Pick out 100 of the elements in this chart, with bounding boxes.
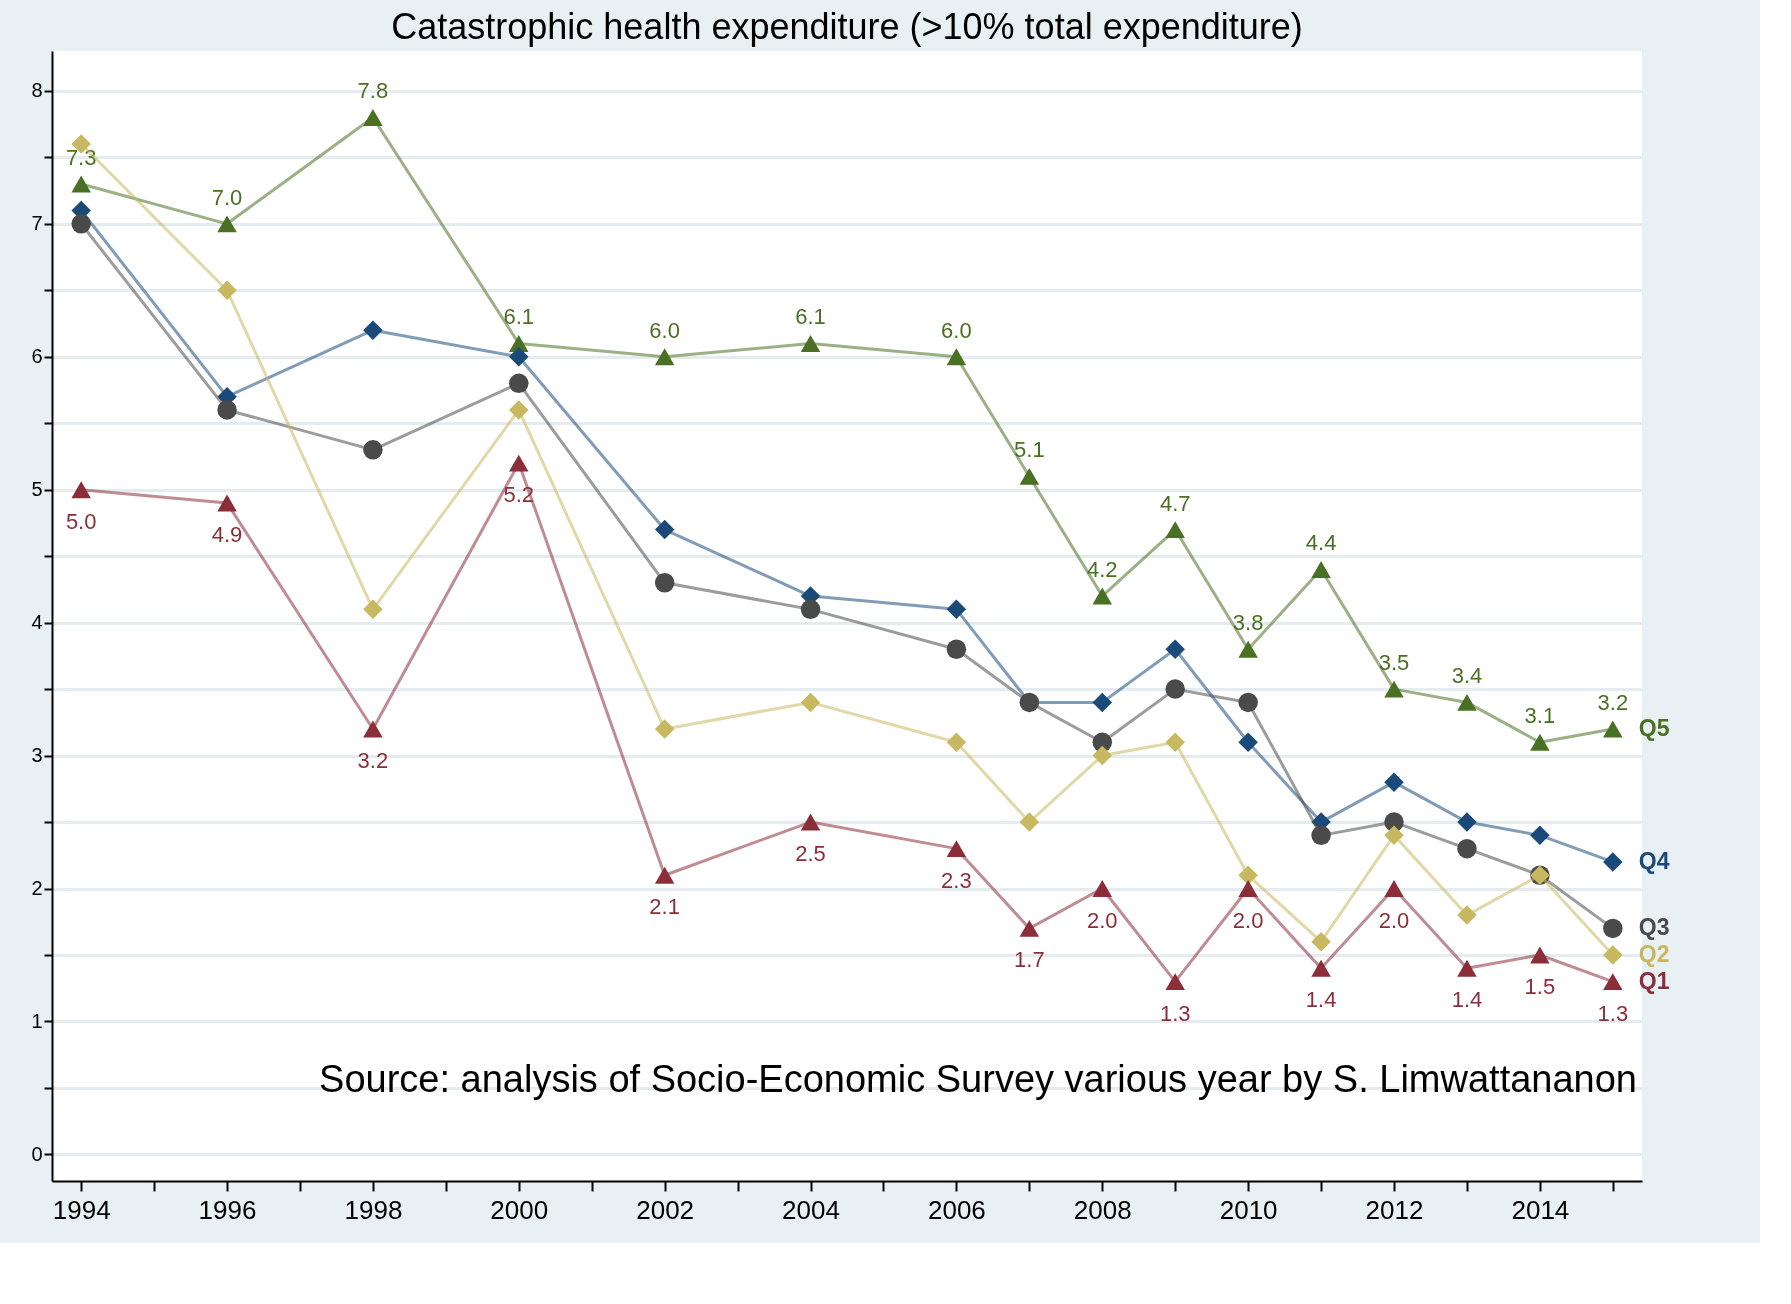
- point: [1530, 825, 1550, 846]
- data-label: 1.7: [1014, 947, 1045, 973]
- point: [1311, 561, 1331, 578]
- data-label: 7.8: [357, 78, 389, 104]
- point: [509, 454, 529, 472]
- point: [71, 175, 91, 193]
- data-label: 3.5: [1378, 650, 1410, 676]
- x-tick-label: 2002: [636, 1194, 695, 1225]
- series-label: Q1: [1638, 967, 1670, 994]
- point: [1603, 973, 1623, 991]
- point: [1530, 733, 1550, 751]
- series-label: Q4: [1638, 847, 1670, 874]
- point: [1457, 905, 1477, 925]
- x-tick-label: 1994: [52, 1194, 111, 1225]
- point: [1530, 946, 1550, 964]
- point: [1603, 945, 1623, 965]
- point: [654, 719, 675, 739]
- data-label: 6.0: [649, 317, 680, 343]
- point: [1092, 880, 1113, 897]
- data-label: 7.3: [65, 144, 97, 170]
- point: [1311, 959, 1331, 977]
- point: [363, 320, 383, 340]
- data-label: 2.0: [1232, 907, 1264, 933]
- x-tick-label: 2014: [1511, 1194, 1570, 1225]
- point: [1311, 931, 1331, 952]
- point: [800, 813, 821, 831]
- point: [1238, 865, 1258, 885]
- y-tick-label: 8: [31, 79, 43, 102]
- series-label: Q3: [1638, 914, 1670, 941]
- point: [1457, 838, 1477, 859]
- point: [1238, 880, 1258, 897]
- y-tick-label: 7: [31, 212, 43, 235]
- data-label: 1.3: [1159, 1000, 1191, 1026]
- point: [1238, 692, 1258, 713]
- x-tick-label: 1998: [344, 1194, 403, 1225]
- point: [1238, 640, 1258, 658]
- data-label: 2.0: [1086, 907, 1118, 933]
- y-tick-label: 1: [31, 1009, 43, 1032]
- point: [1165, 973, 1185, 991]
- point: [509, 373, 529, 394]
- data-label: 2.0: [1378, 907, 1410, 933]
- y-tick-label: 6: [31, 345, 43, 368]
- data-label: 3.4: [1451, 663, 1483, 689]
- point: [1384, 772, 1404, 792]
- data-label: 3.2: [1597, 690, 1629, 715]
- point: [1457, 812, 1477, 832]
- point: [1238, 732, 1258, 753]
- point: [1019, 919, 1040, 937]
- point: [654, 573, 675, 593]
- point: [800, 599, 821, 620]
- point: [1092, 587, 1113, 605]
- data-label: 3.8: [1232, 610, 1264, 636]
- point: [71, 481, 91, 499]
- x-tick-label: 1996: [198, 1194, 257, 1225]
- point: [509, 400, 529, 420]
- point: [946, 732, 967, 753]
- point: [946, 599, 967, 620]
- point: [1019, 812, 1040, 832]
- data-label: 1.5: [1524, 974, 1556, 999]
- point: [1384, 825, 1404, 846]
- point: [509, 347, 529, 367]
- data-label: 6.1: [503, 304, 535, 330]
- point: [1384, 880, 1404, 897]
- series-label: Q5: [1638, 715, 1670, 741]
- x-tick-label: 2000: [490, 1194, 549, 1225]
- data-label: 1.3: [1597, 1000, 1629, 1026]
- point: [654, 519, 675, 540]
- point: [1092, 745, 1113, 766]
- x-tick-label: 2010: [1219, 1194, 1278, 1225]
- point: [1019, 467, 1040, 485]
- point: [1165, 639, 1185, 659]
- data-label: 4.7: [1159, 490, 1191, 516]
- point: [363, 599, 383, 620]
- x-tick-label: 2006: [927, 1194, 986, 1225]
- point: [1092, 692, 1113, 713]
- point: [800, 692, 821, 713]
- point: [1457, 959, 1477, 977]
- point: [363, 440, 383, 460]
- point: [1165, 732, 1185, 753]
- data-label: 2.5: [795, 841, 826, 867]
- data-label: 5.1: [1014, 437, 1045, 463]
- data-label: 3.1: [1524, 703, 1556, 729]
- data-label: 2.3: [941, 867, 972, 893]
- point: [217, 280, 237, 301]
- data-label: 7.0: [211, 184, 243, 210]
- point: [217, 400, 237, 420]
- point: [654, 866, 675, 884]
- data-label: 4.2: [1086, 557, 1118, 583]
- data-label: 4.4: [1305, 530, 1337, 556]
- point: [1603, 918, 1623, 939]
- data-label: 1.4: [1305, 987, 1337, 1013]
- point: [946, 639, 967, 659]
- data-label: 4.9: [211, 522, 243, 547]
- series-label: Q2: [1638, 941, 1670, 967]
- data-label: 3.2: [357, 748, 389, 773]
- point: [1165, 521, 1185, 539]
- point: [1603, 720, 1623, 738]
- x-tick-label: 2008: [1073, 1194, 1132, 1225]
- data-label: 5.0: [65, 508, 97, 534]
- point: [946, 840, 967, 858]
